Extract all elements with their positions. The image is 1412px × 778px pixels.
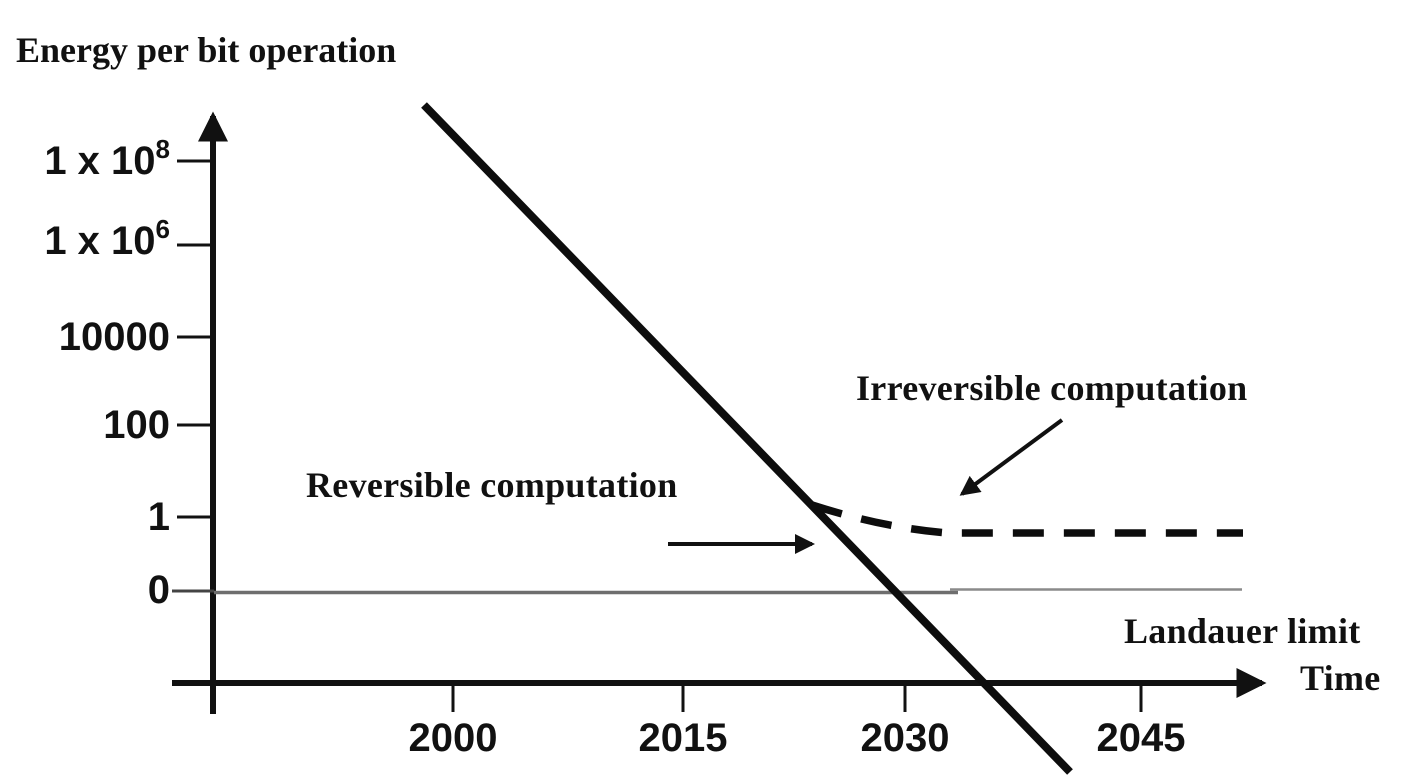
annotation-reversible-computation: Reversible computation: [306, 465, 678, 505]
y-tick-exponent: 8: [155, 133, 170, 164]
x-tick-label: 2045: [1096, 716, 1186, 760]
y-axis-title: Energy per bit operation: [16, 30, 397, 70]
y-tick-base: 100: [103, 403, 170, 447]
y-tick-base: 1 x 10: [44, 139, 156, 183]
y-tick-label: 0: [0, 570, 170, 610]
y-tick-label: 100: [0, 405, 170, 445]
landauer-limit-label: Landauer limit: [1124, 611, 1361, 651]
y-tick-label: 1 x 106: [0, 216, 170, 263]
y-tick-base: 1 x 10: [44, 219, 156, 263]
y-tick-exponent: 6: [155, 213, 170, 244]
trend-line-solid-reversible: [421, 102, 1073, 775]
x-tick-label: 2030: [860, 716, 950, 760]
x-tick-label: 2000: [408, 716, 498, 760]
annotation-irreversible-computation: Irreversible computation: [856, 368, 1248, 408]
y-tick-label: 1: [0, 497, 170, 537]
y-tick-base: 0: [147, 568, 170, 612]
x-tick-label: 2015: [638, 716, 728, 760]
trend-line-dashed-irreversible: [810, 501, 1243, 537]
irreversible-annotation-arrow: [959, 418, 1064, 496]
y-tick-label: 10000: [0, 317, 170, 357]
y-tick-label: 1 x 108: [0, 136, 170, 183]
x-axis-label-time: Time: [1300, 658, 1381, 698]
y-tick-base: 10000: [58, 315, 170, 359]
y-tick-base: 1: [147, 495, 170, 539]
